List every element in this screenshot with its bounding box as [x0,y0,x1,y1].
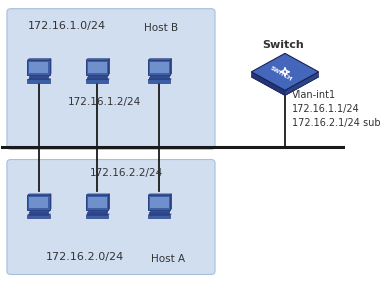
Polygon shape [150,76,170,77]
Polygon shape [108,194,109,210]
Polygon shape [86,214,109,215]
Polygon shape [28,59,51,60]
Polygon shape [170,194,171,210]
FancyBboxPatch shape [148,195,170,210]
Text: 172.16.2.1/24 sub: 172.16.2.1/24 sub [292,118,381,128]
Polygon shape [148,214,171,215]
Polygon shape [148,79,171,80]
Polygon shape [170,59,171,75]
FancyBboxPatch shape [149,212,169,215]
FancyBboxPatch shape [88,197,107,208]
FancyBboxPatch shape [86,195,108,210]
FancyBboxPatch shape [88,62,107,73]
Text: SWITCH: SWITCH [268,65,293,82]
FancyBboxPatch shape [28,59,50,75]
Polygon shape [108,59,109,75]
Polygon shape [251,59,319,96]
FancyBboxPatch shape [7,9,215,149]
FancyBboxPatch shape [28,214,50,218]
Text: Switch: Switch [262,40,304,50]
Polygon shape [150,211,170,212]
Polygon shape [29,76,49,77]
Polygon shape [28,194,51,195]
FancyBboxPatch shape [7,160,215,275]
Polygon shape [28,214,51,215]
Polygon shape [86,79,109,80]
FancyBboxPatch shape [87,212,107,215]
FancyBboxPatch shape [150,197,168,208]
Polygon shape [86,194,109,195]
FancyBboxPatch shape [29,77,48,80]
FancyBboxPatch shape [86,80,108,83]
Polygon shape [50,59,51,75]
FancyBboxPatch shape [150,62,168,73]
Polygon shape [285,72,319,96]
FancyBboxPatch shape [148,59,170,75]
Polygon shape [88,76,108,77]
Polygon shape [50,194,51,210]
Text: 172.16.2.0/24: 172.16.2.0/24 [45,252,124,262]
Text: 172.16.1.2/24: 172.16.1.2/24 [68,97,141,107]
Text: 172.16.2.2/24: 172.16.2.2/24 [90,168,163,178]
FancyBboxPatch shape [148,80,170,83]
Text: 172.16.1.1/24: 172.16.1.1/24 [292,104,360,114]
Polygon shape [148,59,171,60]
Polygon shape [251,53,319,90]
FancyBboxPatch shape [87,77,107,80]
FancyBboxPatch shape [86,59,108,75]
FancyBboxPatch shape [29,197,48,208]
FancyBboxPatch shape [28,80,50,83]
FancyBboxPatch shape [29,62,48,73]
Text: 172.16.1.0/24: 172.16.1.0/24 [28,21,106,31]
FancyBboxPatch shape [148,214,170,218]
FancyBboxPatch shape [149,77,169,80]
Text: Host B: Host B [144,23,178,33]
Text: Host A: Host A [151,254,185,264]
Polygon shape [251,72,285,96]
Text: Vlan-int1: Vlan-int1 [292,90,336,100]
Polygon shape [148,194,171,195]
FancyBboxPatch shape [28,195,50,210]
Polygon shape [29,211,49,212]
FancyBboxPatch shape [86,214,108,218]
Polygon shape [88,211,108,212]
FancyBboxPatch shape [29,212,48,215]
Polygon shape [28,79,51,80]
Polygon shape [86,59,109,60]
